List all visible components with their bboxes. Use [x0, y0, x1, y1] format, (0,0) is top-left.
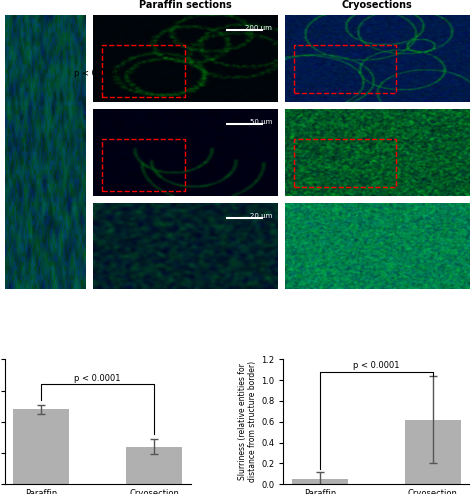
Text: 200 μm: 200 μm	[245, 25, 272, 31]
Text: Cryosections: Cryosections	[342, 0, 412, 10]
Text: 20 μm: 20 μm	[249, 213, 272, 219]
Text: p < 0.0001: p < 0.0001	[74, 70, 121, 79]
Bar	[292, 479, 348, 484]
Bar	[13, 409, 70, 484]
Text: p < 0.0001: p < 0.0001	[74, 373, 121, 383]
Y-axis label: Slurriness (relative entities for
distance from structure border): Slurriness (relative entities for distan…	[237, 361, 257, 482]
Bar	[126, 447, 182, 484]
Text: 50 μm: 50 μm	[249, 119, 272, 125]
Bar	[404, 419, 461, 484]
Text: Paraffin sections: Paraffin sections	[139, 0, 232, 10]
Text: p < 0.0001: p < 0.0001	[353, 361, 400, 370]
